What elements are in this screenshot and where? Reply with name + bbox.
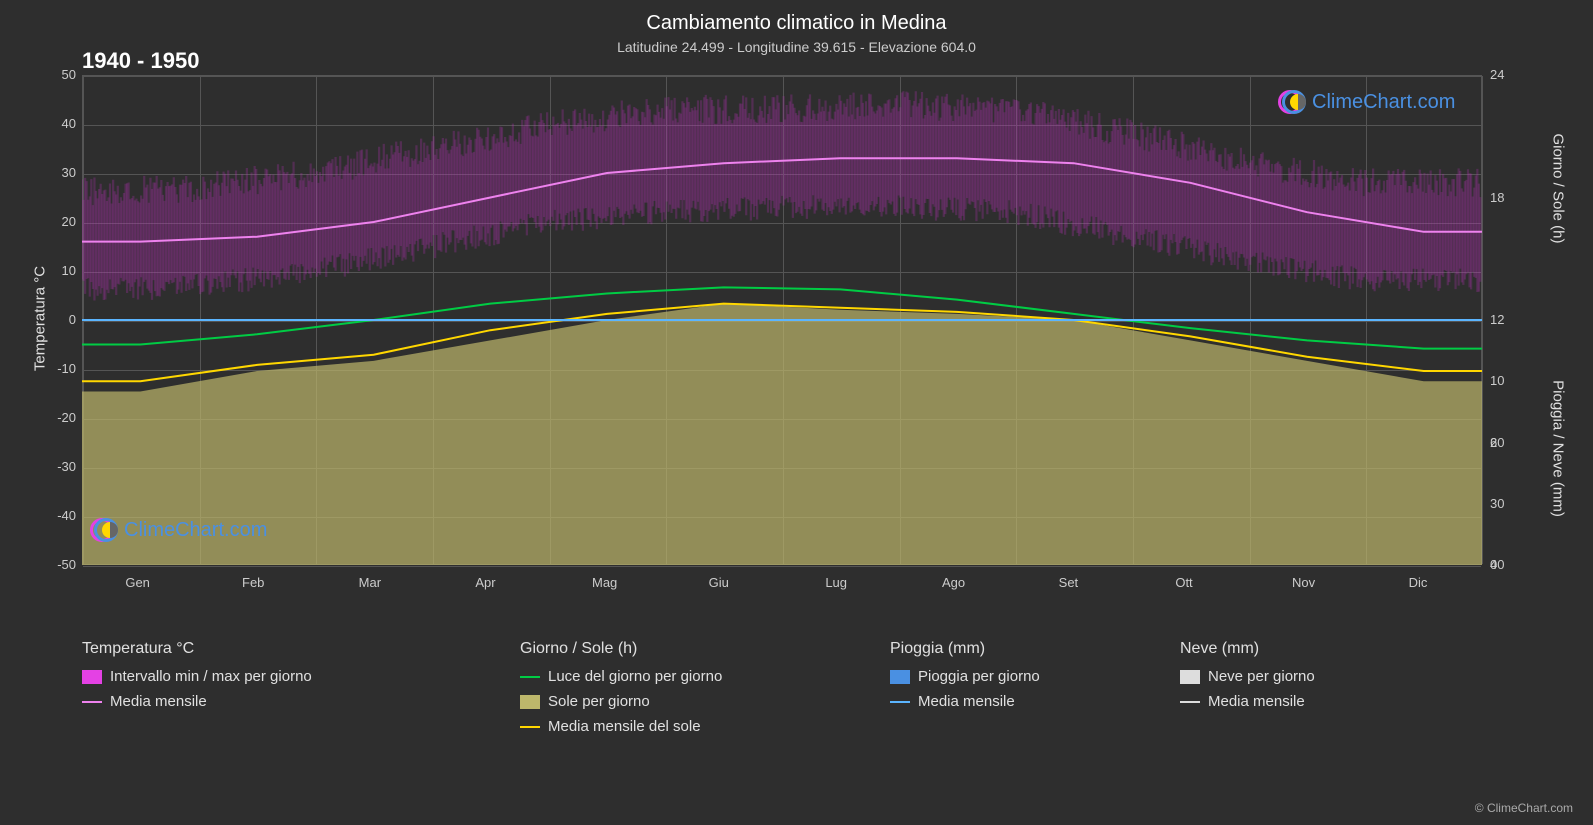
watermark-text: ClimeChart.com (1312, 91, 1455, 114)
legend-label: Intervallo min / max per giorno (110, 668, 312, 685)
legend-line-icon (82, 701, 102, 703)
legend-item: Media mensile (82, 693, 312, 710)
legend-item: Media mensile (1180, 693, 1315, 710)
x-tick-label: Nov (1292, 575, 1315, 590)
legend-header: Giorno / Sole (h) (520, 640, 722, 658)
legend-label: Luce del giorno per giorno (548, 668, 722, 685)
right-bottom-tick-label: 40 (1490, 557, 1504, 572)
left-tick-label: -20 (57, 410, 76, 425)
sun-fill-area (82, 304, 1482, 565)
x-tick-label: Dic (1409, 575, 1428, 590)
right-top-tick-label: 12 (1490, 312, 1504, 327)
legend-section: Temperatura °C Intervallo min / max per g… (82, 640, 312, 718)
copyright-text: © ClimeChart.com (1475, 801, 1573, 815)
legend-line-icon (1180, 701, 1200, 703)
x-tick-label: Mar (359, 575, 381, 590)
legend-swatch-icon (520, 695, 540, 709)
legend-line-icon (520, 726, 540, 728)
right-bottom-tick-label: 30 (1490, 496, 1504, 511)
left-tick-label: 10 (62, 263, 76, 278)
legend-item: Sole per giorno (520, 693, 722, 710)
x-tick-label: Apr (475, 575, 495, 590)
legend-item: Neve per giorno (1180, 668, 1315, 685)
legend-section: Neve (mm) Neve per giorno Media mensile (1180, 640, 1315, 718)
left-tick-label: 20 (62, 214, 76, 229)
legend-label: Media mensile (918, 693, 1015, 710)
legend-swatch-icon (82, 670, 102, 684)
right-top-tick-label: 18 (1490, 190, 1504, 205)
left-tick-label: 30 (62, 165, 76, 180)
temp-range-band (82, 91, 1480, 300)
legend-label: Pioggia per giorno (918, 668, 1040, 685)
left-tick-label: -50 (57, 557, 76, 572)
logo-icon (1278, 88, 1306, 116)
x-tick-label: Lug (825, 575, 847, 590)
legend-item: Intervallo min / max per giorno (82, 668, 312, 685)
legend-section: Giorno / Sole (h) Luce del giorno per gio… (520, 640, 722, 743)
left-tick-label: 40 (62, 116, 76, 131)
logo-icon (90, 516, 118, 544)
legend-header: Temperatura °C (82, 640, 312, 658)
legend-label: Neve per giorno (1208, 668, 1315, 685)
left-tick-label: -40 (57, 508, 76, 523)
x-tick-label: Gen (125, 575, 150, 590)
legend-label: Media mensile (110, 693, 207, 710)
legend-line-icon (520, 676, 540, 678)
legend-swatch-icon (890, 670, 910, 684)
legend-label: Sole per giorno (548, 693, 650, 710)
watermark: ClimeChart.com (1278, 88, 1455, 116)
watermark-text: ClimeChart.com (124, 519, 267, 542)
right-top-tick-label: 24 (1490, 67, 1504, 82)
x-tick-label: Ago (942, 575, 965, 590)
left-tick-label: 50 (62, 67, 76, 82)
legend-item: Pioggia per giorno (890, 668, 1040, 685)
legend-item: Luce del giorno per giorno (520, 668, 722, 685)
legend-item: Media mensile (890, 693, 1040, 710)
x-tick-label: Giu (709, 575, 729, 590)
legend-swatch-icon (1180, 670, 1200, 684)
watermark: ClimeChart.com (90, 516, 267, 544)
x-tick-label: Ott (1175, 575, 1192, 590)
left-tick-label: -10 (57, 361, 76, 376)
right-bottom-tick-label: 20 (1490, 435, 1504, 450)
x-tick-label: Set (1059, 575, 1079, 590)
x-tick-label: Mag (592, 575, 617, 590)
legend-header: Pioggia (mm) (890, 640, 1040, 658)
legend-item: Media mensile del sole (520, 718, 722, 735)
right-bottom-tick-label: 10 (1490, 373, 1504, 388)
legend-label: Media mensile del sole (548, 718, 701, 735)
left-tick-label: 0 (69, 312, 76, 327)
legend-header: Neve (mm) (1180, 640, 1315, 658)
x-tick-label: Feb (242, 575, 264, 590)
legend-line-icon (890, 701, 910, 703)
legend-label: Media mensile (1208, 693, 1305, 710)
legend-section: Pioggia (mm) Pioggia per giorno Media mens… (890, 640, 1040, 718)
left-tick-label: -30 (57, 459, 76, 474)
